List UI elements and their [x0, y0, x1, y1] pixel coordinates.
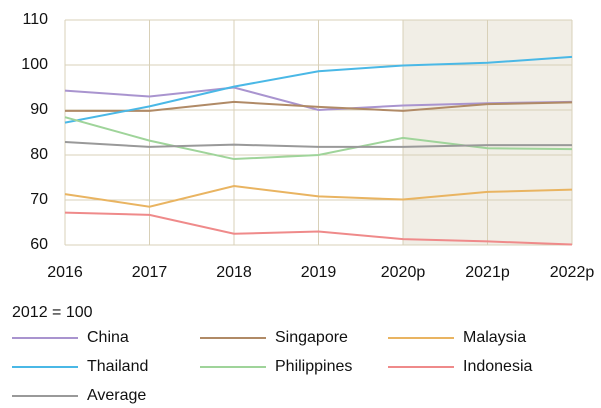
x-tick-label: 2016 — [47, 264, 83, 281]
series-line — [65, 100, 573, 112]
x-tick-label: 2019 — [301, 264, 337, 281]
series-line — [64, 140, 572, 148]
legend-label: Philippines — [275, 358, 352, 375]
x-tick-label: 2017 — [132, 264, 168, 281]
y-tick-label: 110 — [22, 11, 48, 28]
y-tick-label: 90 — [30, 101, 48, 118]
series-line — [64, 185, 573, 208]
legend-label: China — [87, 329, 129, 346]
note: 2012 = 100 — [12, 304, 93, 321]
y-tick-label: 80 — [30, 146, 48, 163]
x-tick-label: 2022p — [550, 264, 595, 281]
legend-label: Singapore — [275, 329, 348, 346]
legend-label: Thailand — [87, 358, 148, 375]
y-tick-label: 70 — [30, 191, 48, 208]
series-line — [64, 211, 573, 246]
legend-label: Indonesia — [463, 358, 532, 375]
y-tick-label: 60 — [30, 236, 48, 253]
x-tick-label: 2018 — [216, 264, 252, 281]
y-tick-label: 100 — [21, 56, 48, 73]
series-line — [64, 55, 573, 124]
x-tick-label: 2021p — [465, 264, 510, 281]
series-line — [64, 116, 573, 161]
legend-label: Average — [87, 387, 146, 404]
x-tick-label: 2020p — [381, 264, 426, 281]
legend-label: Malaysia — [463, 329, 526, 346]
